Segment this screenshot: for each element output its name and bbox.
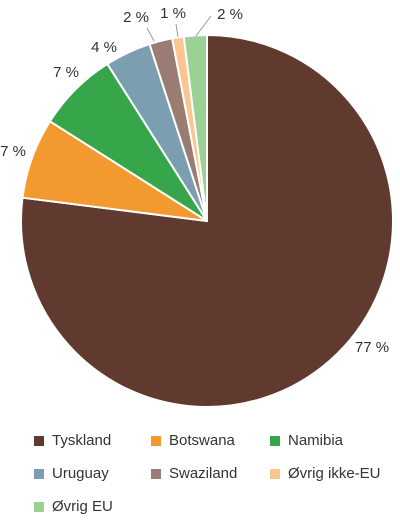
legend-label: Namibia [288,432,344,449]
legend: Tyskland Botswana Namibia Uruguay Swaziland Ø… [0,424,400,524]
legend-item: Øvrig EU [34,498,113,515]
legend-swatch [151,468,161,479]
legend-label: Tyskland [52,432,112,449]
legend-label: Øvrig ikke-EU [288,465,381,482]
legend-swatch [151,435,161,446]
slice-value-label: 1 % [160,5,186,22]
slice-value-label: 7 % [53,64,79,81]
legend-swatch [34,468,44,479]
leader-line [146,27,155,42]
legend-swatch [270,435,280,446]
slice-value-label: 77 % [355,339,389,356]
leader-line [175,23,179,38]
legend-label: Botswana [169,432,235,449]
legend-label: Øvrig EU [52,498,113,515]
legend-label: Swaziland [169,465,238,482]
legend-item: Uruguay [34,465,109,482]
legend-item: Swaziland [151,465,237,482]
pie-chart-svg: 77 % 7 % 7 % 4 % 2 % 1 % 2 % [0,5,395,408]
legend-item: Botswana [151,432,235,449]
legend-item: Namibia [270,432,343,449]
legend-item: Tyskland [34,432,111,449]
legend-swatch [34,435,44,446]
legend-label: Uruguay [52,465,109,482]
slice-value-label: 7 % [0,143,26,160]
legend-swatch [270,468,280,479]
pie-slice-øvrig-eu [182,33,208,222]
slice-value-label: 2 % [123,9,149,26]
legend-swatch [34,501,44,512]
slice-value-label: 4 % [91,39,117,56]
legend-item: Øvrig ikke-EU [270,465,381,482]
slice-value-label: 2 % [217,6,243,23]
leader-line [195,15,212,37]
